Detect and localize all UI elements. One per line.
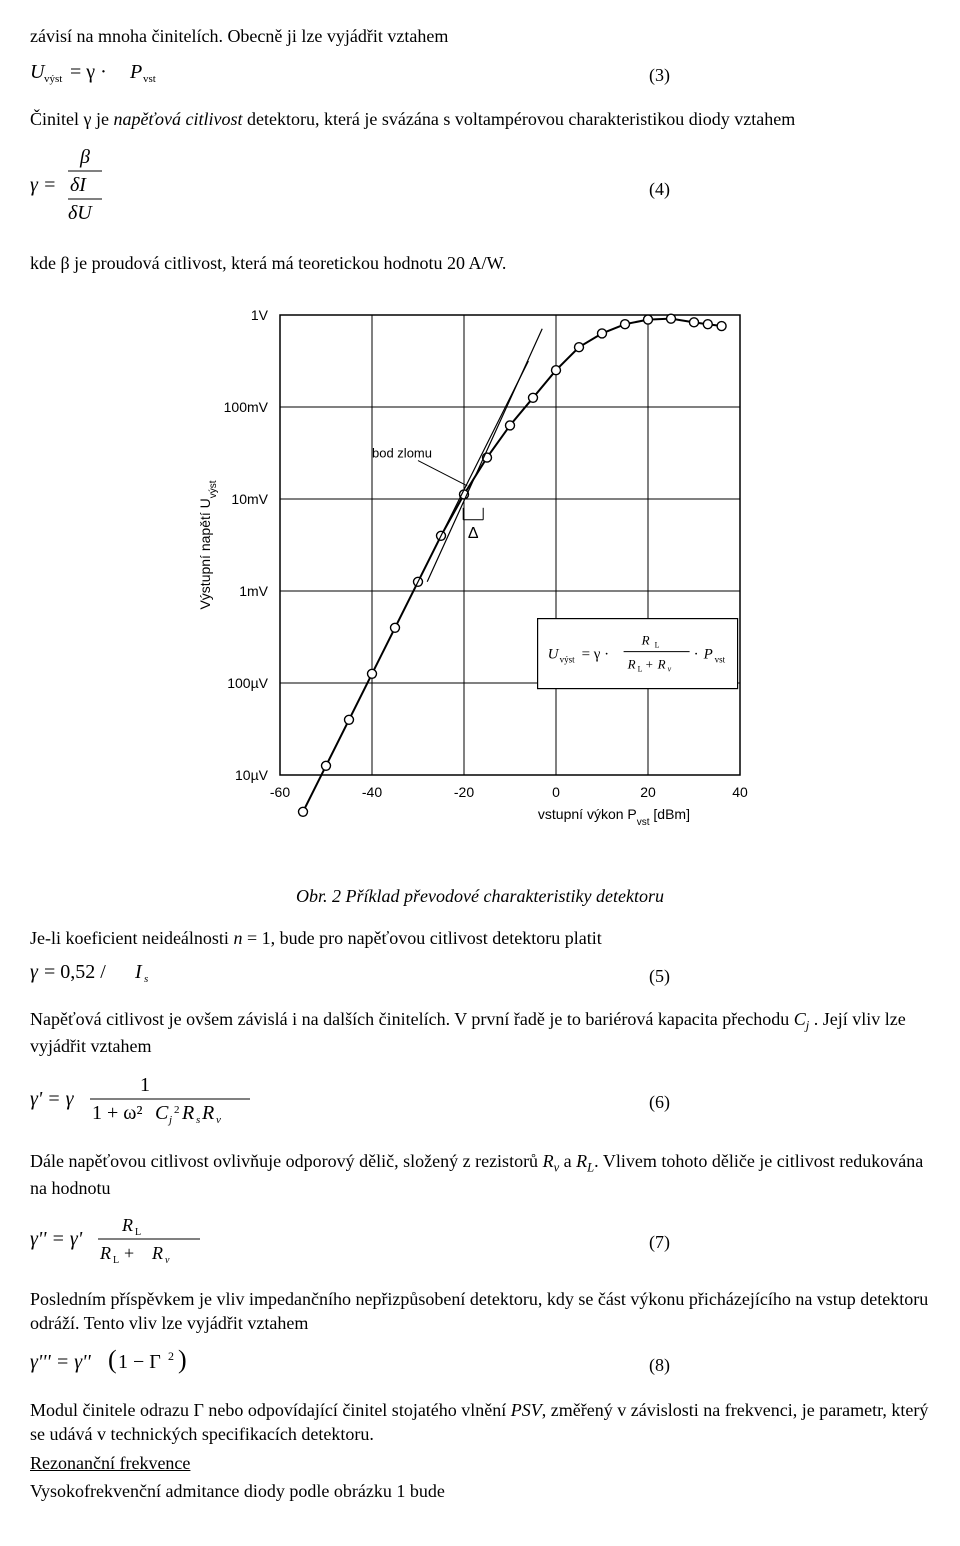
svg-text:): ) (178, 1346, 187, 1374)
eq7-formula: γ'' = γ' R L R L + R v (30, 1211, 220, 1273)
svg-text:R: R (657, 657, 666, 672)
svg-text:2: 2 (168, 1349, 174, 1363)
svg-text:výst: výst (44, 73, 62, 85)
eq8-number: (8) (649, 1353, 670, 1377)
svg-text:C: C (155, 1102, 169, 1124)
svg-text:s: s (196, 1114, 200, 1126)
svg-text:+: + (124, 1243, 134, 1263)
paragraph: Dále napěťovou citlivost ovlivňuje odpor… (30, 1149, 930, 1201)
svg-text:v: v (668, 665, 672, 674)
figure-caption: Obr. 2 Příklad převodové charakteristiky… (30, 884, 930, 908)
svg-text:Výstupní napětí Uvýst: Výstupní napětí Uvýst (197, 481, 219, 610)
paragraph: Je-li koeficient neideálnosti n = 1, bud… (30, 926, 930, 950)
svg-text:L: L (135, 1227, 141, 1238)
svg-text:R: R (641, 633, 650, 648)
paragraph: kde β je proudová citlivost, která má te… (30, 251, 930, 275)
svg-text:10µV: 10µV (235, 767, 269, 783)
svg-text:0: 0 (552, 784, 560, 800)
paragraph: Napěťová citlivost je ovšem závislá i na… (30, 1007, 930, 1059)
eq5-formula: γ = 0,52 / I s (30, 960, 190, 992)
eq8-formula: γ''' = γ'' ( 1 − Γ 2 ) (30, 1346, 230, 1384)
svg-text:vstupní výkon Pvst [dBm]: vstupní výkon Pvst [dBm] (538, 806, 690, 828)
equation-6: γ' = γ 1 1 + ω² C j 2 R s R v (6) (30, 1069, 930, 1135)
eq5-number: (5) (649, 964, 670, 988)
svg-text:= γ ·: = γ · (582, 647, 610, 663)
svg-text:L: L (113, 1255, 119, 1266)
eq3-formula: U výst = γ · P vst (30, 58, 210, 92)
svg-text:δI: δI (70, 174, 87, 196)
eq4-formula: γ = β δI δU (30, 141, 140, 237)
svg-text:R: R (627, 657, 636, 672)
svg-text:20: 20 (640, 784, 656, 800)
paragraph: Posledním příspěvkem je vliv impedančníh… (30, 1287, 930, 1336)
svg-text:2: 2 (174, 1104, 180, 1116)
svg-text:γ =: γ = (30, 174, 56, 196)
svg-text:R: R (151, 1243, 163, 1263)
svg-text:(: ( (108, 1346, 117, 1374)
svg-text:100mV: 100mV (224, 399, 269, 415)
paragraph: Modul činitele odrazu Γ nebo odpovídajíc… (30, 1398, 930, 1447)
svg-text:v: v (216, 1114, 221, 1126)
svg-text:U: U (548, 647, 560, 663)
svg-text:R: R (121, 1215, 133, 1235)
svg-text:R: R (99, 1243, 111, 1263)
svg-text:výst: výst (560, 655, 576, 665)
paragraph: Vysokofrekvenční admitance diody podle o… (30, 1479, 930, 1503)
svg-text:L: L (655, 641, 660, 650)
paragraph: závisí na mnoha činitelích. Obecně ji lz… (30, 24, 930, 48)
svg-text:1mV: 1mV (239, 583, 268, 599)
equation-5: γ = 0,52 / I s (5) (30, 960, 930, 992)
svg-text:1V: 1V (251, 307, 269, 323)
svg-text:R: R (201, 1102, 214, 1124)
svg-text:·: · (694, 647, 699, 663)
svg-text:10mV: 10mV (231, 491, 268, 507)
equation-4: γ = β δI δU (4) (30, 141, 930, 237)
svg-text:δU: δU (68, 202, 93, 224)
svg-text:-40: -40 (362, 784, 382, 800)
equation-3: U výst = γ · P vst (3) (30, 58, 930, 92)
svg-text:40: 40 (732, 784, 748, 800)
svg-text:= 0,52 /: = 0,52 / (44, 961, 106, 983)
svg-text:-20: -20 (454, 784, 474, 800)
paragraph: Činitel γ je napěťová citlivost detektor… (30, 107, 930, 131)
svg-text:v: v (165, 1255, 170, 1266)
svg-text:s: s (144, 973, 148, 985)
eq3-number: (3) (649, 63, 670, 87)
eq7-number: (7) (649, 1230, 670, 1254)
svg-text:1: 1 (140, 1074, 150, 1096)
svg-text:γ' = γ: γ' = γ (30, 1088, 75, 1110)
svg-text:+: + (646, 657, 653, 672)
svg-text:bod zlomu: bod zlomu (372, 446, 432, 461)
svg-text:P: P (703, 647, 713, 663)
eq6-formula: γ' = γ 1 1 + ω² C j 2 R s R v (30, 1069, 260, 1135)
svg-text:γ'' = γ': γ'' = γ' (30, 1228, 83, 1250)
eq4-number: (4) (649, 177, 670, 201)
svg-text:P: P (129, 61, 142, 83)
svg-text:γ''' = γ'': γ''' = γ'' (30, 1351, 91, 1373)
svg-text:vst: vst (143, 73, 156, 85)
svg-text:Δ: Δ (468, 525, 479, 542)
section-heading: Rezonanční frekvence (30, 1451, 930, 1475)
svg-text:vst: vst (715, 655, 726, 665)
svg-text:I: I (134, 961, 143, 983)
svg-text:1 + ω²: 1 + ω² (92, 1102, 142, 1124)
svg-text:R: R (181, 1102, 194, 1124)
svg-text:= γ ·: = γ · (70, 61, 107, 83)
svg-text:100µV: 100µV (227, 675, 268, 691)
svg-text:L: L (638, 665, 643, 674)
transfer-characteristic-chart: 1V 100mV 10mV 1mV 100µV 10µV-60 -40 -20 0 20 40 Výs… (30, 285, 930, 871)
equation-8: γ''' = γ'' ( 1 − Γ 2 ) (8) (30, 1346, 930, 1384)
eq6-number: (6) (649, 1090, 670, 1114)
svg-text:β: β (79, 146, 90, 168)
equation-7: γ'' = γ' R L R L + R v (7) (30, 1211, 930, 1273)
svg-text:γ: γ (30, 961, 39, 983)
svg-text:-60: -60 (270, 784, 290, 800)
svg-text:1 − Γ: 1 − Γ (118, 1351, 161, 1373)
